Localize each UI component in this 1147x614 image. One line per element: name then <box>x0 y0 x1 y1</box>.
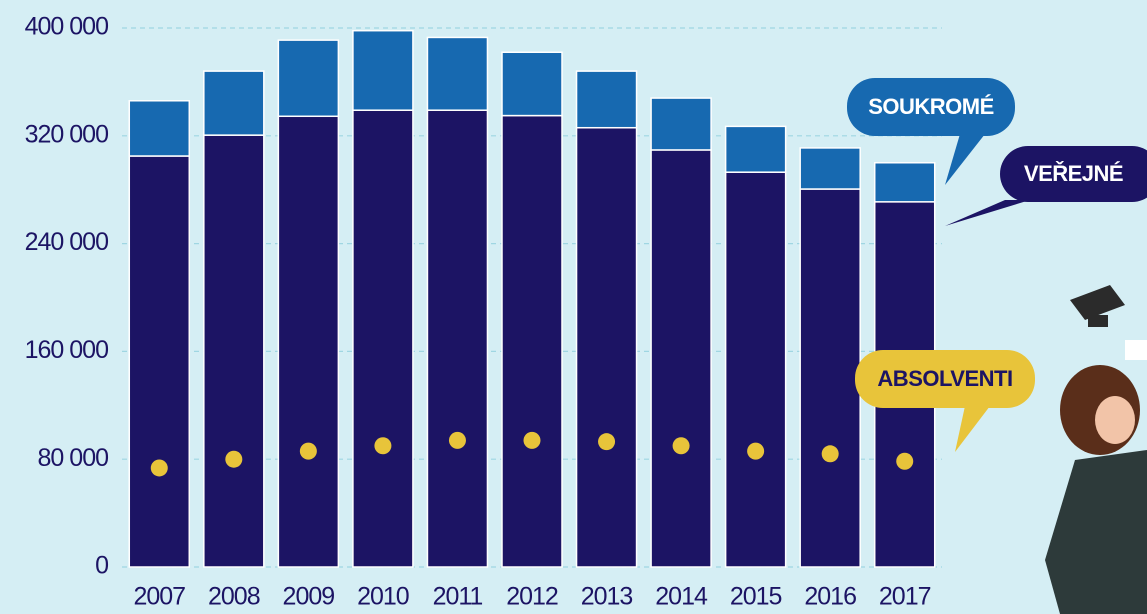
bubble-tail <box>955 406 990 452</box>
bar-segment <box>277 115 340 568</box>
bubble-body <box>1000 146 1147 202</box>
graduates-dot <box>821 445 839 463</box>
x-tick-label: 2017 <box>879 583 931 611</box>
x-tick-label: 2015 <box>730 583 782 611</box>
legend-label: ABSOLVENTI <box>877 366 1012 391</box>
y-tick-label: 240 000 <box>25 228 108 256</box>
graduate-illustration <box>1045 285 1147 614</box>
legend-label: VEŘEJNÉ <box>1024 161 1123 186</box>
legend-bubble: ABSOLVENTI <box>855 350 1035 452</box>
bubble-tail <box>945 134 985 185</box>
bar-segment <box>203 134 265 568</box>
x-tick-label: 2012 <box>506 583 558 611</box>
graduates-dot <box>225 450 243 468</box>
x-tick-label: 2011 <box>433 583 483 611</box>
graduates-dot <box>598 433 616 451</box>
bubble-body <box>847 78 1015 136</box>
bar-segment <box>575 70 638 129</box>
bar-segment <box>724 171 787 568</box>
x-tick-label: 2016 <box>804 583 856 611</box>
x-tick-label: 2013 <box>581 583 633 611</box>
bar-segment <box>501 51 563 117</box>
y-tick-label: 320 000 <box>25 120 108 148</box>
bar-segment <box>352 29 414 111</box>
x-tick-label: 2007 <box>133 583 185 611</box>
bubble-body <box>855 350 1035 408</box>
graduates-dot <box>448 431 466 449</box>
graduates-dot <box>374 437 392 455</box>
bar-segment <box>650 97 712 151</box>
bar-segment <box>799 147 861 190</box>
legend-label: SOUKROMÉ <box>868 94 994 119</box>
bar-segment <box>724 125 787 173</box>
bar-segment <box>426 109 489 568</box>
y-tick-label: 400 000 <box>25 13 108 41</box>
y-tick-label: 0 <box>95 552 108 580</box>
bar-segment <box>575 126 638 568</box>
x-tick-label: 2009 <box>283 583 335 611</box>
x-tick-label: 2008 <box>208 583 260 611</box>
y-tick-label: 160 000 <box>25 336 108 364</box>
bar-segment <box>426 36 489 111</box>
bar-segment <box>799 188 861 568</box>
bar-segment <box>128 100 191 157</box>
graduates-dot <box>672 437 690 455</box>
bar-segment <box>128 155 191 568</box>
graduates-dot <box>523 431 541 449</box>
legend-bubble: VEŘEJNÉ <box>945 146 1147 226</box>
x-tick-label: 2014 <box>655 583 708 611</box>
graduates-dot <box>747 442 765 460</box>
bar-segment <box>352 109 414 568</box>
bar-segment <box>873 162 936 203</box>
graduates-dot <box>299 442 317 460</box>
x-tick-label: 2010 <box>357 583 409 611</box>
bar-segment <box>203 70 265 136</box>
bubble-tail <box>945 200 1030 226</box>
graduates-dot <box>896 452 914 470</box>
bar-segment <box>501 114 563 568</box>
graduates-dot <box>150 459 168 477</box>
bar-segment <box>277 39 340 118</box>
y-tick-label: 80 000 <box>38 444 109 472</box>
bar-segment <box>650 149 712 568</box>
legend-bubble: SOUKROMÉ <box>847 78 1015 185</box>
plot: 0 80 000 160 000 240 000 320 000 400 000 2007 2… <box>25 13 942 611</box>
